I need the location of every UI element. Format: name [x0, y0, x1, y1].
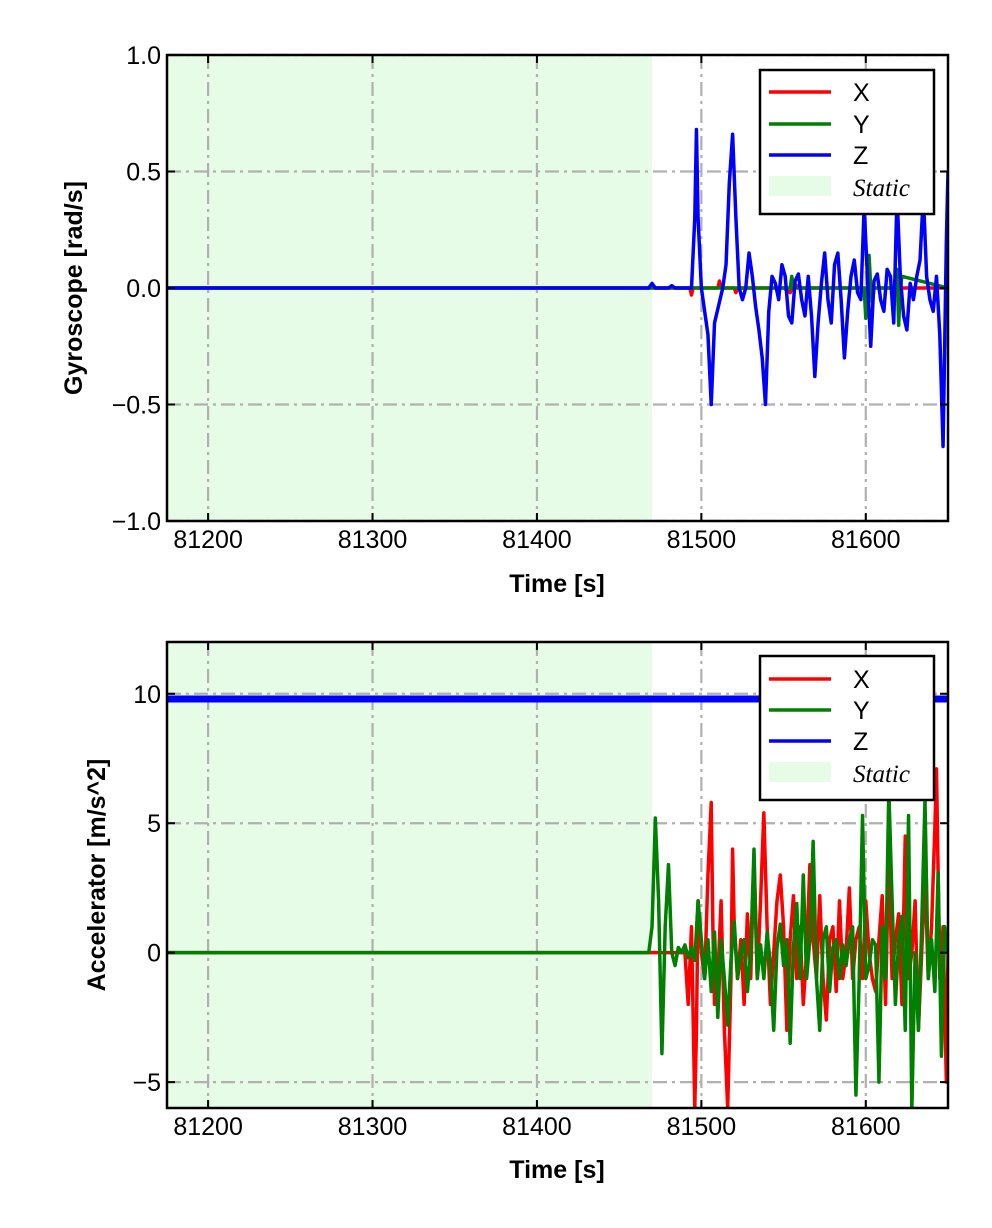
gyroscope-series-z-line: [167, 127, 948, 449]
accelerator-series-y-line: [167, 787, 948, 1108]
gyroscope-legend-x-label: X: [853, 79, 870, 107]
gyroscope-y-axis-label: Gyroscope [rad/s]: [60, 181, 88, 395]
gyroscope-y-tick-label: 0.5: [126, 159, 161, 187]
accelerator-y-tick-label: 10: [133, 681, 161, 709]
gyroscope-y-tick-label: −1.0: [112, 508, 161, 536]
gyroscope-series-layer: [167, 127, 948, 449]
accelerator-y-axis-label: Accelerator [m/s^2]: [83, 759, 111, 992]
gyroscope-x-axis-label: Time [s]: [509, 570, 604, 598]
accelerator-x-tick-label: 81200: [173, 1113, 243, 1141]
accelerator-legend-static-swatch: [769, 762, 831, 782]
accelerator-y-tick-label: 5: [147, 810, 161, 838]
gyroscope-legend: X Y Z Static: [758, 68, 936, 216]
accelerator-static-region-layer: [167, 642, 653, 1108]
accelerator-x-tick-label: 81400: [502, 1113, 572, 1141]
accelerator-x-tick-label: 81600: [831, 1113, 901, 1141]
accelerator-x-tick-label: 81500: [667, 1113, 737, 1141]
accelerator-panel: 81200 81300 81400 81500 81600 −5 0 5 10 Time [s]…: [83, 640, 950, 1184]
accelerator-ticks: 81200 81300 81400 81500 81600 −5 0 5 10: [132, 642, 948, 1141]
gyroscope-y-tick-label: −0.5: [112, 392, 161, 420]
accelerator-x-tick-label: 81300: [338, 1113, 408, 1141]
gyroscope-legend-static-label: Static: [853, 175, 910, 202]
accelerator-y-tick-label: −5: [132, 1069, 161, 1097]
accelerator-plot-frame: [165, 640, 950, 1110]
gyroscope-x-tick-label: 81600: [831, 526, 901, 554]
accelerator-legend-y-label: Y: [853, 697, 870, 725]
gyroscope-legend-z-label: Z: [853, 142, 868, 170]
gyroscope-x-tick-label: 81200: [173, 526, 243, 554]
gyroscope-x-tick-label: 81300: [338, 526, 408, 554]
gyroscope-y-tick-label: 1.0: [126, 42, 161, 70]
gyroscope-legend-static-swatch: [769, 176, 831, 196]
gyroscope-panel: 81200 81300 81400 81500 81600 −1.0 −0.5 0.0 0.5 1…: [60, 42, 950, 598]
gyroscope-y-tick-label: 0.0: [126, 275, 161, 303]
accelerator-legend-x-label: X: [853, 666, 870, 694]
accelerator-y-tick-label: 0: [147, 940, 161, 968]
gyroscope-legend-y-label: Y: [853, 111, 870, 139]
accelerator-x-axis-label: Time [s]: [509, 1156, 604, 1184]
gyroscope-x-tick-label: 81400: [502, 526, 572, 554]
gyroscope-x-tick-label: 81500: [667, 526, 737, 554]
accelerator-legend-z-label: Z: [853, 728, 868, 756]
accelerator-legend-static-label: Static: [853, 761, 910, 788]
accelerator-static-region: [167, 642, 653, 1108]
gyroscope-ticks: 81200 81300 81400 81500 81600 −1.0 −0.5 0.0 0.5 1…: [112, 42, 948, 554]
accelerator-legend: X Y Z Static: [758, 654, 936, 802]
